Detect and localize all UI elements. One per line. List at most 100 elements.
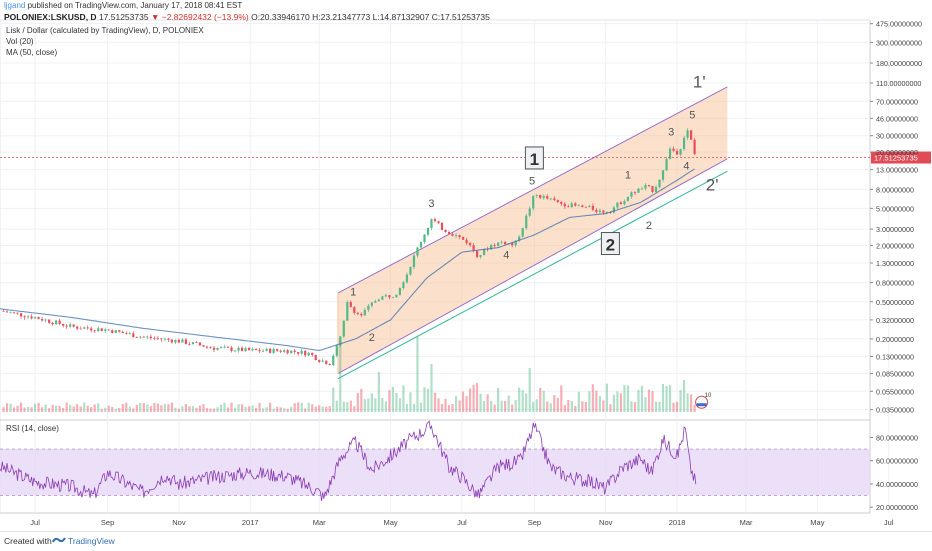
- candle-body: [405, 274, 409, 283]
- candle-body: [458, 235, 461, 237]
- candle-body: [342, 320, 345, 337]
- volume-bar: [286, 408, 289, 412]
- candle-body: [370, 302, 373, 306]
- volume-bar: [430, 364, 433, 412]
- volume-bar: [447, 405, 451, 412]
- symbol-name[interactable]: POLONIEX:LSKUSD, D: [4, 12, 97, 22]
- candle-body: [198, 342, 202, 346]
- volume-bar: [553, 395, 556, 412]
- candle-body: [216, 348, 219, 350]
- candle-body: [212, 347, 216, 350]
- candle-body: [202, 345, 205, 347]
- volume-bar: [202, 404, 205, 412]
- volume-bar: [360, 388, 363, 412]
- wave-label-major: 2': [706, 175, 719, 194]
- candle-body: [181, 339, 184, 343]
- volume-bar: [486, 394, 489, 412]
- candle-body: [479, 254, 482, 257]
- low-value: 14.87132907: [379, 12, 430, 22]
- rsi-tick-label: 60.00000000: [876, 457, 918, 466]
- volume-bar: [504, 400, 507, 412]
- time-tick-label: Jul: [884, 518, 894, 527]
- volume-bar: [398, 398, 402, 412]
- volume-bar: [128, 406, 131, 412]
- candle-body: [44, 319, 47, 321]
- candle-body: [626, 196, 630, 202]
- candle-body: [409, 267, 412, 275]
- candle-body: [475, 250, 479, 257]
- price-tick-label: 5.00000000: [876, 204, 914, 213]
- candle-body: [30, 316, 33, 319]
- candle-body: [367, 305, 370, 310]
- volume-bar: [321, 406, 324, 412]
- open-label: O:: [251, 12, 261, 22]
- candle-body: [658, 179, 661, 188]
- candle-body: [349, 302, 352, 308]
- volume-bar: [188, 406, 191, 412]
- footer: Created with TradingView: [0, 531, 932, 551]
- wave-label: 1: [350, 287, 356, 299]
- candle-body: [325, 360, 328, 365]
- volume-bar: [388, 390, 391, 412]
- event-badge-count: 10: [705, 393, 712, 399]
- time-tick-label: Sep: [528, 518, 541, 527]
- candle-body: [177, 339, 181, 343]
- volume-bar: [661, 384, 665, 412]
- close-value: 17.51253735: [440, 12, 490, 22]
- volume-bar: [647, 389, 651, 412]
- price-tick-label: 30.00000000: [876, 132, 918, 141]
- candle-body: [514, 240, 517, 246]
- volume-bar: [374, 398, 377, 412]
- candle-body: [360, 313, 363, 316]
- volume-bar: [37, 402, 40, 412]
- volume-bar: [170, 402, 173, 412]
- time-tick-label: Nov: [172, 518, 186, 527]
- volume-bar: [142, 403, 145, 412]
- candle-body: [265, 348, 268, 351]
- volume-bar: [125, 402, 128, 412]
- volume-bar: [444, 398, 447, 412]
- author-link[interactable]: ljgand: [4, 1, 26, 10]
- volume-bar: [602, 400, 605, 412]
- candle-body: [483, 248, 486, 255]
- volume-bar: [511, 404, 514, 412]
- candle-body: [156, 338, 159, 340]
- candle-body: [72, 324, 75, 327]
- candle-body: [339, 336, 342, 346]
- tradingview-brand-link[interactable]: TradingView: [68, 536, 115, 546]
- candle-body: [262, 350, 265, 352]
- volume-bar: [272, 408, 275, 412]
- volume-bar: [349, 400, 352, 412]
- wave-label: 4: [503, 250, 509, 262]
- volume-bar: [483, 400, 486, 412]
- candle-body: [398, 287, 402, 295]
- volume-bar: [86, 405, 89, 412]
- candle-body: [644, 184, 647, 189]
- volume-bar: [219, 404, 223, 412]
- candle-body: [402, 282, 405, 288]
- candle-body: [584, 206, 587, 208]
- candle-body: [83, 327, 86, 329]
- candle-body: [623, 201, 626, 205]
- candle-body: [55, 320, 58, 325]
- volume-bar: [16, 405, 19, 412]
- last-price-tag-label: 17.51253735: [874, 154, 918, 163]
- wave-labels: 1 2 3 4 5 1 2 3 4 5 1' 2' 1 2: [350, 73, 718, 344]
- volume-bar: [581, 401, 584, 412]
- volume-bar: [212, 408, 216, 412]
- candle-body: [240, 347, 244, 352]
- volume-bar: [693, 404, 696, 412]
- volume-bar: [367, 398, 370, 412]
- candle-body: [90, 328, 93, 331]
- time-tick-label: Nov: [599, 518, 613, 527]
- volume-bar: [563, 405, 566, 412]
- candle-body: [661, 170, 665, 180]
- candle-body: [567, 206, 570, 208]
- candle-body: [521, 228, 524, 237]
- price-tick-label: 0.50000000: [876, 298, 914, 307]
- volume-bar: [30, 407, 33, 412]
- rsi-pane: [0, 420, 870, 502]
- volume-bar: [328, 406, 331, 412]
- volume-bar: [9, 403, 12, 412]
